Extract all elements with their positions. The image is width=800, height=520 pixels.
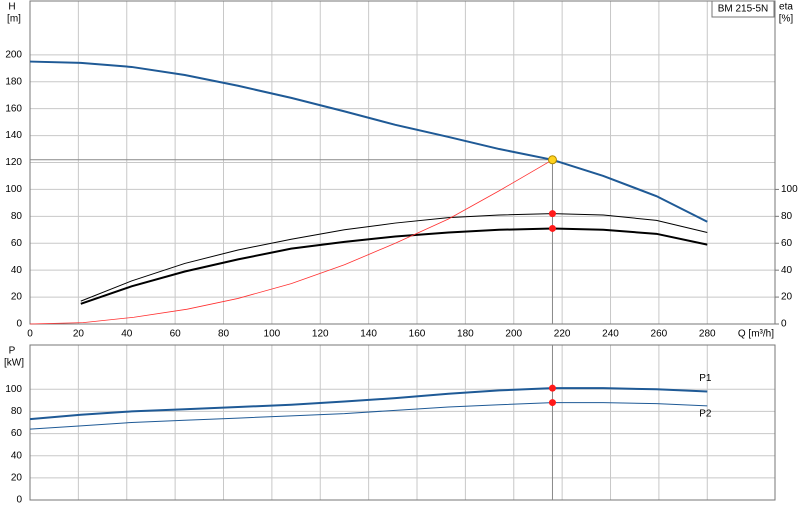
x-tick-label: 220 (554, 329, 571, 340)
series-line (29, 159, 553, 325)
y2-tick-label: 100 (781, 184, 798, 195)
series-label: P2 (699, 409, 712, 420)
series-line (29, 402, 708, 430)
y-tick-label: 60 (11, 428, 23, 439)
x-tick-label: 100 (264, 329, 281, 340)
x-tick-label: 240 (602, 329, 619, 340)
y2-tick-label: 20 (781, 292, 793, 303)
y2-tick-label: 60 (781, 238, 793, 249)
x-tick-label: 180 (457, 329, 474, 340)
operating-point (547, 155, 557, 165)
series-line (29, 387, 708, 421)
y-axis-label: H (8, 2, 15, 13)
y2-tick-label: 80 (781, 211, 793, 222)
y2-tick-label: 0 (781, 319, 787, 330)
y-tick-label: 200 (5, 49, 22, 60)
y-tick-label: 40 (11, 450, 23, 461)
y-tick-label: 60 (11, 238, 23, 249)
x-tick-label: 280 (699, 329, 716, 340)
x-tick-label: 40 (121, 329, 133, 340)
plot-frame (29, 344, 776, 501)
annotation-box (711, 0, 775, 18)
y-tick-label: 100 (5, 384, 22, 395)
y-tick-label: 100 (5, 184, 22, 195)
y-tick-label: 140 (5, 130, 22, 141)
x-axis-label: Q [m³/h] (738, 329, 774, 340)
y-tick-label: 80 (11, 406, 23, 417)
x-tick-label: 0 (27, 329, 33, 340)
y-tick-label: 0 (16, 495, 22, 506)
x-tick-label: 120 (312, 329, 329, 340)
x-tick-label: 260 (651, 329, 668, 340)
x-tick-label: 160 (409, 329, 426, 340)
y-tick-label: 20 (11, 292, 23, 303)
x-tick-label: 200 (505, 329, 522, 340)
series-line (29, 60, 708, 223)
y-tick-label: 120 (5, 157, 22, 168)
operating-dot (548, 210, 556, 218)
y-tick-label: 0 (16, 319, 22, 330)
operating-dot (548, 224, 556, 232)
x-tick-label: 20 (73, 329, 85, 340)
y-tick-label: 180 (5, 76, 22, 87)
y2-axis-unit: [%] (779, 14, 794, 25)
y-tick-label: 160 (5, 103, 22, 114)
y-axis-unit: [kW] (4, 358, 24, 369)
x-tick-label: 80 (218, 329, 230, 340)
y-tick-label: 20 (11, 472, 23, 483)
x-tick-label: 60 (170, 329, 182, 340)
annotation: BM 215-5N (718, 4, 769, 15)
y-axis-label: P (9, 346, 16, 357)
y2-tick-label: 40 (781, 265, 793, 276)
series-label: P1 (699, 373, 712, 384)
y-tick-label: 40 (11, 265, 23, 276)
y-tick-label: 80 (11, 211, 23, 222)
y2-axis-label: eta (779, 2, 793, 13)
series-line (80, 213, 708, 302)
x-tick-label: 140 (360, 329, 377, 340)
y-axis-unit: [m] (7, 14, 21, 25)
series-line (80, 227, 708, 305)
operating-dot (548, 384, 556, 392)
plot-frame (29, 0, 776, 325)
operating-dot (548, 399, 556, 407)
